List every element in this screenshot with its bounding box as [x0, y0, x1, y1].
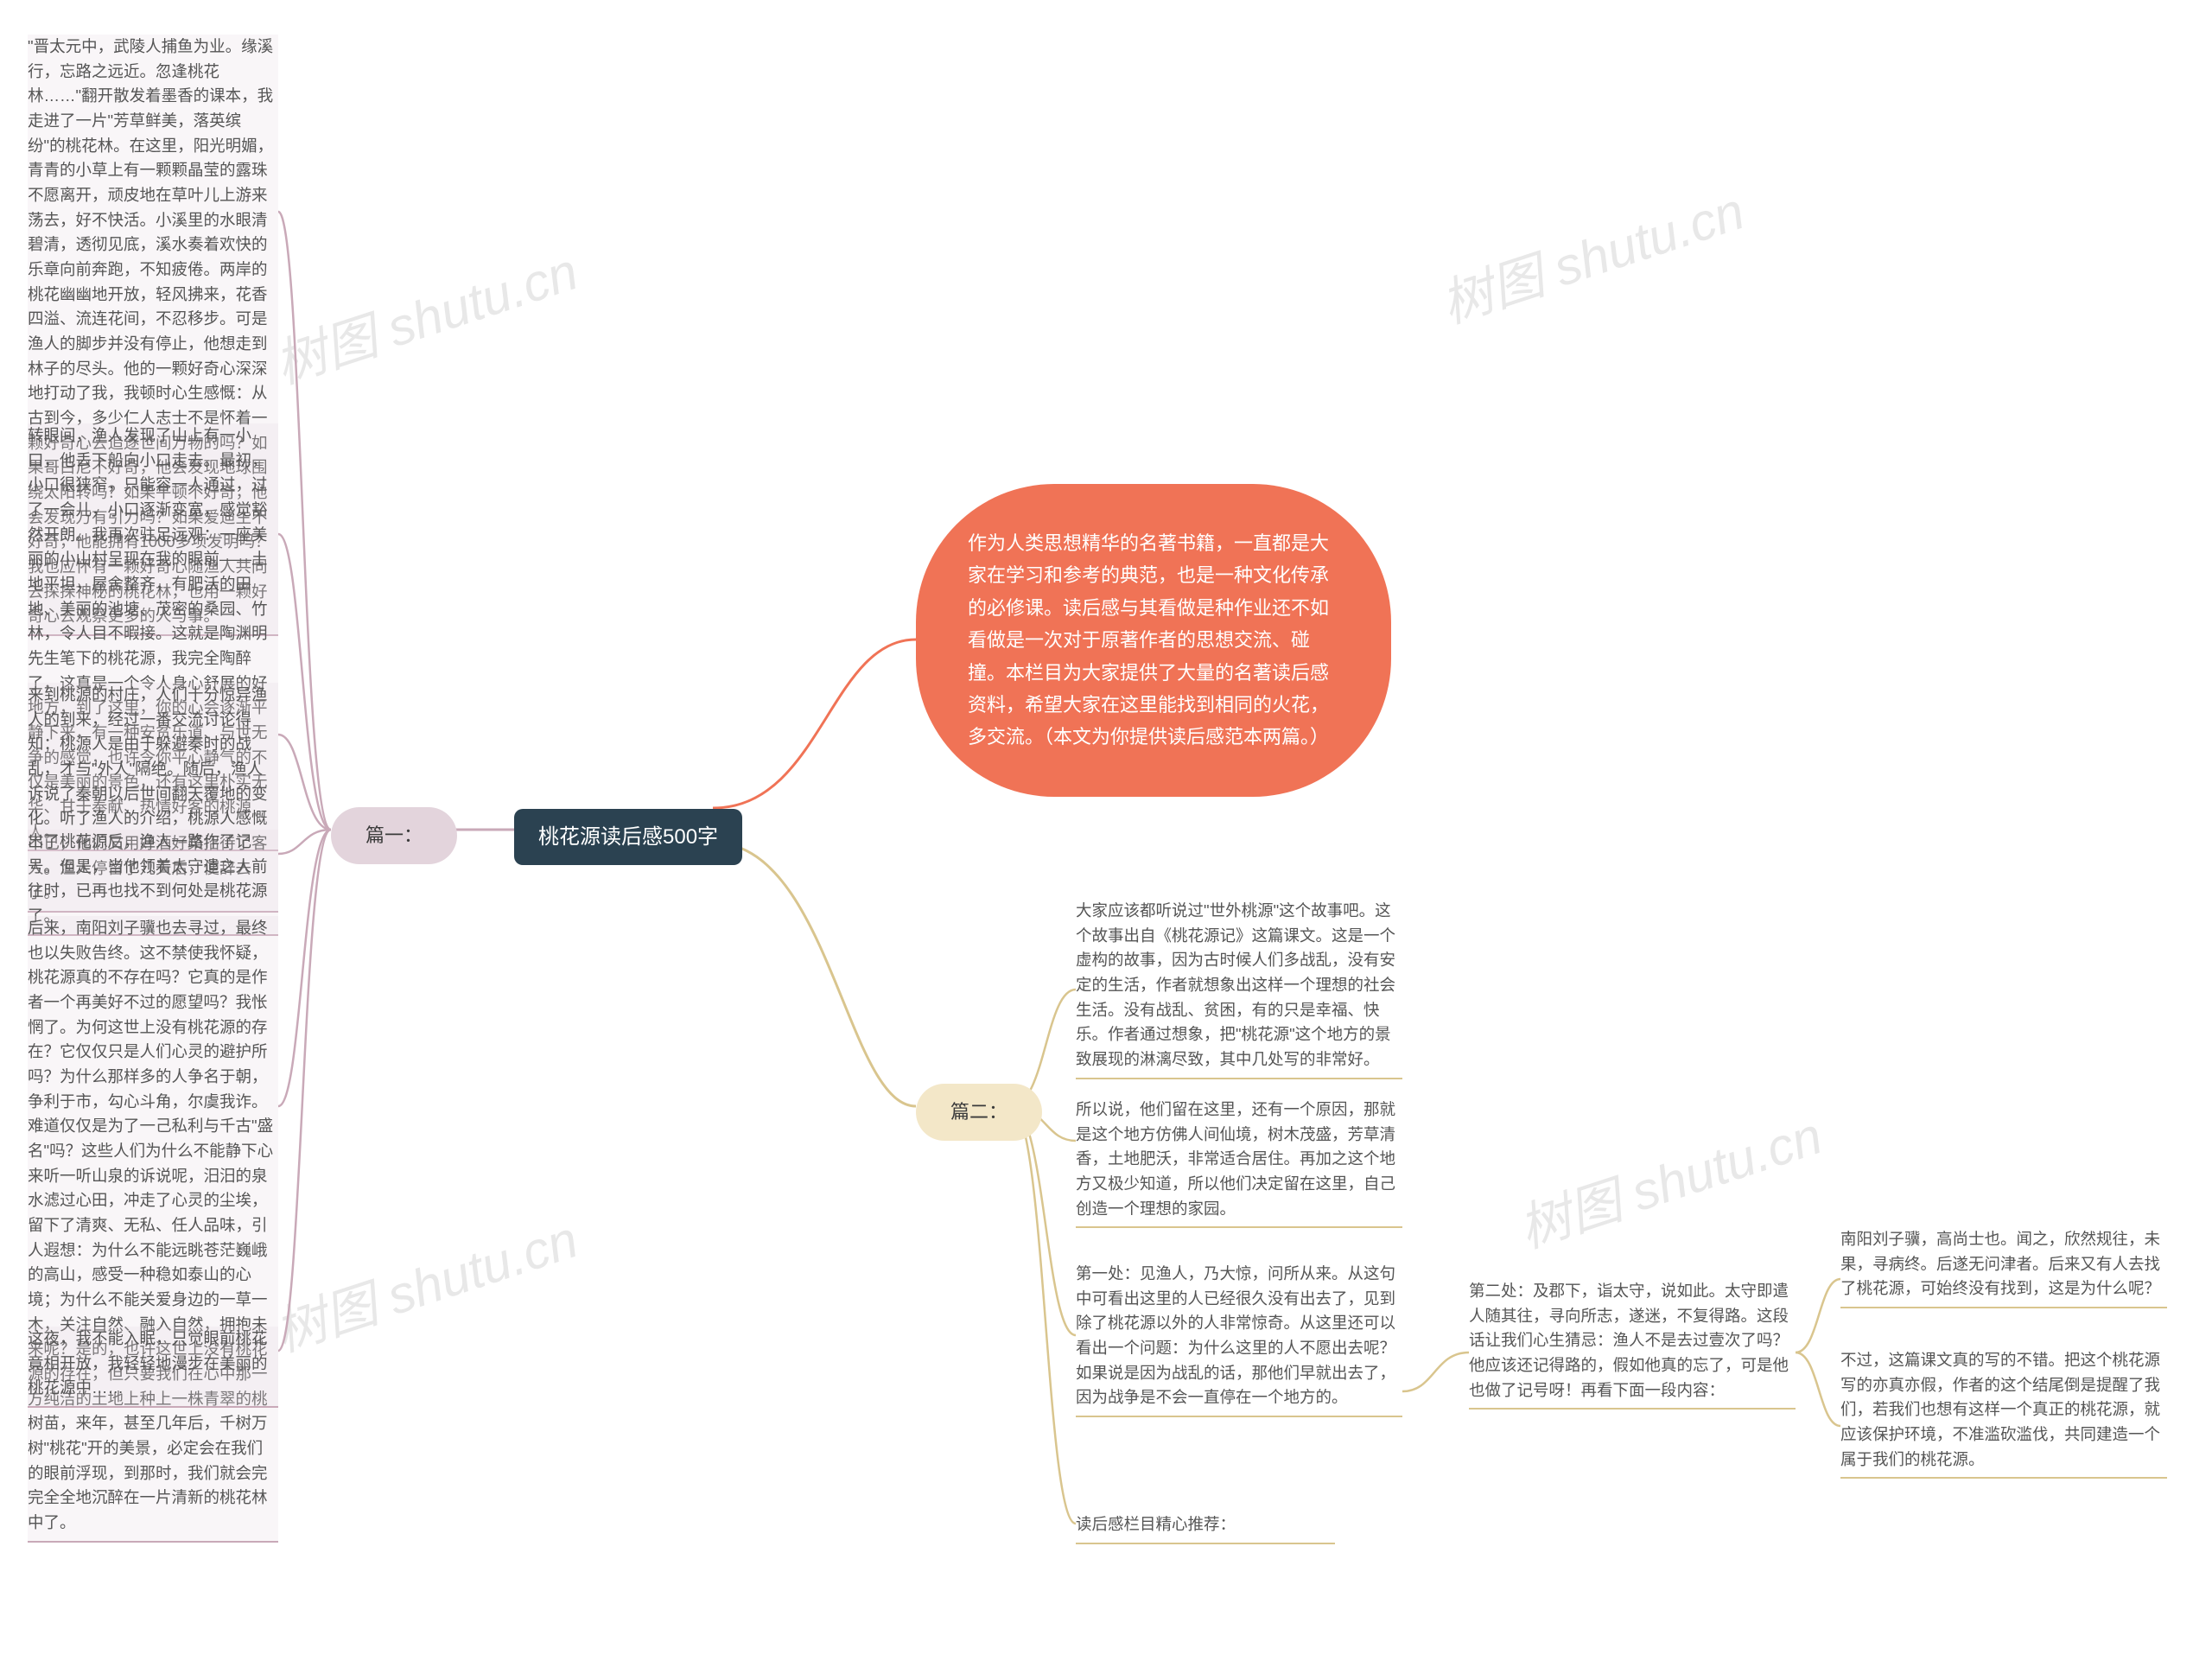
section1-label: 篇一：: [331, 807, 457, 864]
section2-label: 篇二：: [916, 1084, 1042, 1141]
s2-leaf-1: 第一处：见渔人，乃大惊，问所从来。从这句中可看出这里的人已经很久没有出去了，见到…: [1076, 1262, 1402, 1417]
intro-node: 作为人类思想精华的名著书籍，一直都是大家在学习和参考的典范，也是一种文化传承的必…: [916, 484, 1391, 797]
s1-leaf-4: 后来，南阳刘子骥也去寻过，最终也以失败告终。这不禁使我怀疑，桃花源真的不存在吗？…: [28, 916, 278, 1543]
s2-leaf-2: 所以说，他们留在这里，还有一个原因，那就是这个地方仿佛人间仙境，树木茂盛，芳草清…: [1076, 1098, 1402, 1228]
s2-leaf-0: 大家应该都听说过"世外桃源"这个故事吧。这个故事出自《桃花源记》这篇课文。这是一…: [1076, 899, 1402, 1079]
s2-leaf-4: 南阳刘子骥，高尚士也。闻之，欣然规往，未果，寻病终。后遂无问津者。后来又有人去找…: [1840, 1227, 2167, 1308]
watermark: 树图 shutu.cn: [1430, 169, 1752, 338]
watermark: 树图 shutu.cn: [264, 230, 586, 398]
s2-leaf-5: 不过，这篇课文真的写的不错。把这个桃花源写的亦真亦假，作者的这个结尾倒是提醒了我…: [1840, 1348, 2167, 1479]
watermark: 树图 shutu.cn: [264, 1198, 586, 1366]
center-title: 桃花源读后感500字: [514, 809, 742, 865]
s2-leaf-6: 读后感栏目精心推荐：: [1076, 1512, 1335, 1544]
s2-leaf-3: 第二处：及郡下，诣太守，说如此。太守即遣人随其往，寻向所志，遂迷，不复得路。这段…: [1469, 1279, 1796, 1410]
watermark: 树图 shutu.cn: [1508, 1094, 1830, 1263]
s1-leaf-5: 这夜，我不能入眠，只觉眼前桃花竟相开放，我轻轻地漫步在美丽的桃花源中……: [28, 1327, 278, 1408]
